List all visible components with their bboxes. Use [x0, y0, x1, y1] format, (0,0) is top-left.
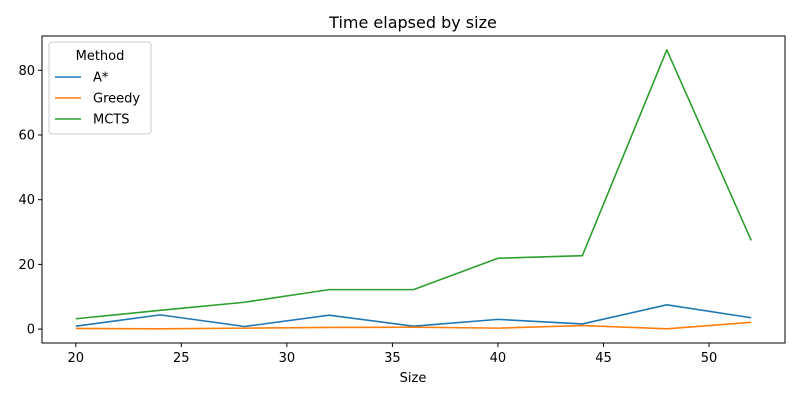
x-tick-label: 50 — [701, 351, 718, 366]
x-axis-label: Size — [400, 371, 427, 386]
x-tick-label: 30 — [279, 351, 296, 366]
x-tick-label: 40 — [490, 351, 507, 366]
y-tick-label: 40 — [18, 193, 35, 208]
y-axis: 0 20 40 60 80 — [18, 64, 42, 338]
y-tick-label: 20 — [18, 258, 35, 273]
legend: Method A* Greedy MCTS — [48, 41, 152, 135]
legend-label: A* — [93, 71, 109, 86]
x-axis: 20 25 30 35 40 45 50 — [67, 343, 717, 366]
legend-label: MCTS — [93, 113, 130, 128]
y-tick-label: 60 — [18, 128, 35, 143]
y-tick-label: 0 — [27, 323, 35, 338]
series-line — [75, 49, 752, 320]
y-tick-label: 80 — [18, 64, 35, 79]
plot-frame — [41, 35, 786, 344]
x-tick-label: 35 — [384, 351, 401, 366]
legend-title: Method — [76, 49, 125, 64]
series-line — [75, 321, 752, 330]
x-tick-label: 45 — [595, 351, 612, 366]
series-line — [75, 304, 752, 328]
x-tick-label: 25 — [173, 351, 190, 366]
chart-title: Time elapsed by size — [328, 13, 497, 32]
legend-label: Greedy — [93, 92, 140, 107]
plot-area — [75, 49, 752, 330]
legend-box — [48, 41, 152, 135]
x-tick-label: 20 — [67, 351, 84, 366]
